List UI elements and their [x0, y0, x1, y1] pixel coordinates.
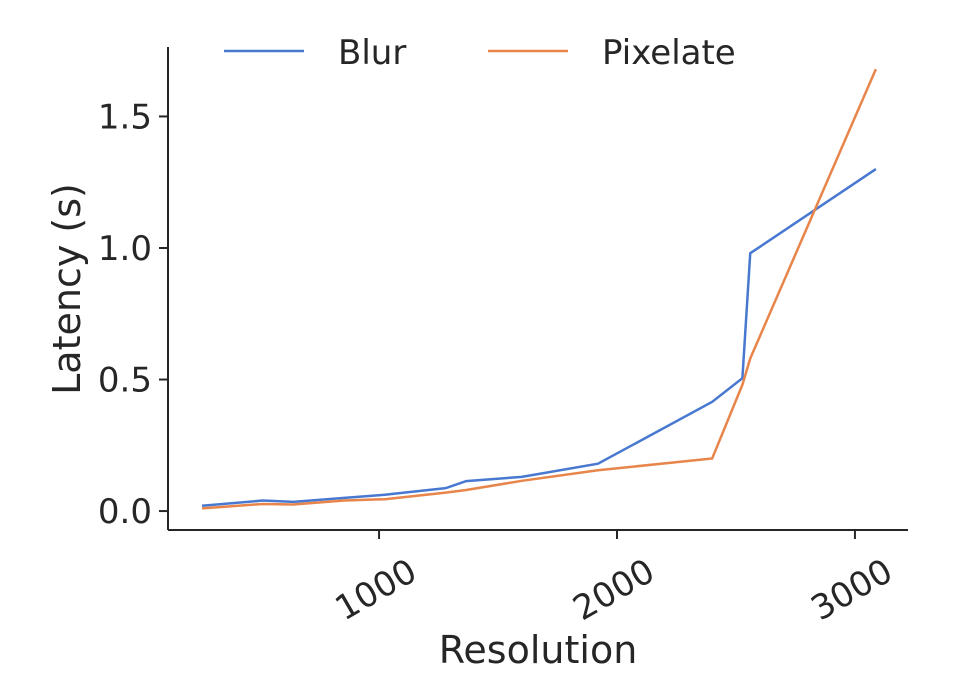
- y-tick-label: 0.0: [98, 492, 152, 532]
- x-tick-label: 2000: [567, 551, 662, 629]
- y-axis-label: Latency (s): [45, 183, 89, 395]
- legend-label: Pixelate: [602, 33, 736, 73]
- y-tick-label: 1.0: [98, 229, 152, 269]
- x-tick-label: 3000: [805, 551, 900, 629]
- y-tick-label: 0.5: [98, 361, 152, 401]
- line-series: [201, 68, 878, 510]
- legend-label: Blur: [338, 33, 406, 73]
- x-axis-label: Resolution: [439, 628, 638, 672]
- x-tick-label: 1000: [329, 551, 424, 629]
- y-tick-label: 1.5: [98, 97, 152, 137]
- line-series: [201, 168, 877, 508]
